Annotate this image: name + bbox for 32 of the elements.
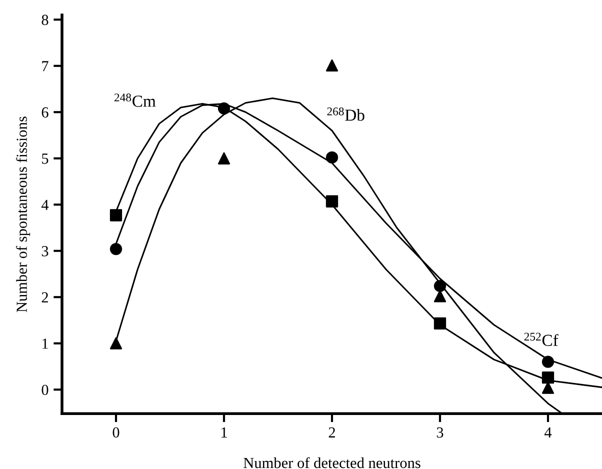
- y-tick-label: 0: [42, 384, 48, 396]
- x-tick-label: 0: [112, 427, 120, 438]
- point: [110, 242, 122, 256]
- annotation: $^{268}$Db: [327, 108, 364, 121]
- point: [542, 372, 554, 384]
- x-axis-title: Number of detected neutrons: [244, 457, 420, 468]
- annotation: $^{252}$Cf: [524, 332, 558, 346]
- point: [110, 337, 122, 350]
- y-tick-label: 7: [42, 61, 48, 72]
- point: [326, 151, 338, 164]
- point: [434, 290, 446, 302]
- point: [218, 152, 230, 164]
- y-tick-label: 5: [42, 154, 48, 164]
- y-tick-label: 2: [42, 292, 48, 302]
- y-tick-label: 1: [42, 338, 48, 349]
- point: [434, 280, 446, 292]
- point: [434, 317, 446, 330]
- y-tick-label: 4: [41, 200, 49, 210]
- x-tick-label: 1: [222, 427, 227, 438]
- x-tick-label: 4: [544, 427, 552, 438]
- annotation: $^{248}$Cm: [114, 94, 156, 107]
- y-tick-label: 6: [42, 107, 48, 118]
- y-tick-label: 3: [42, 246, 48, 256]
- x-tick-label: 3: [436, 427, 444, 438]
- point: [218, 102, 230, 114]
- point: [542, 356, 554, 368]
- x-tick-label: 2: [328, 427, 335, 438]
- point: [110, 209, 122, 222]
- y-axis-title: Number of spontaneous fissions: [16, 116, 30, 312]
- point: [326, 195, 338, 208]
- point: [326, 59, 338, 72]
- y-tick-label: 8: [42, 14, 48, 26]
